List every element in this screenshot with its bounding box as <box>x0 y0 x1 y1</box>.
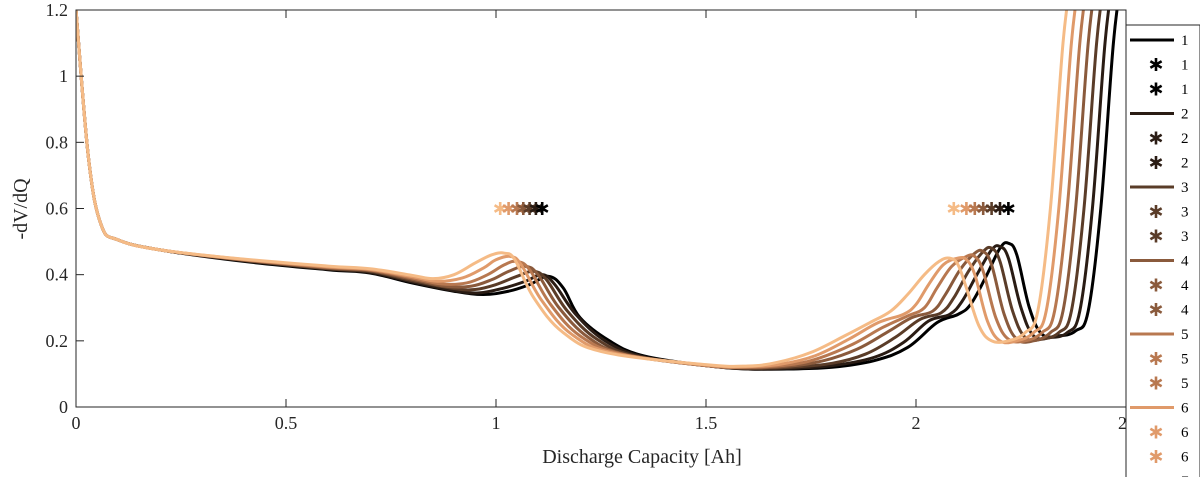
legend-entry: 4 <box>1149 278 1189 294</box>
marker-layer <box>493 202 1015 215</box>
legend-label: 4 <box>1181 303 1189 319</box>
legend-label: 5 <box>1181 352 1189 368</box>
legend-entry: 1 <box>1149 58 1189 74</box>
legend-marker-swatch <box>1149 58 1163 71</box>
y-tick-label: 1 <box>59 66 68 86</box>
y-tick-label: 0.8 <box>46 132 69 152</box>
y-tick-label: 0.2 <box>46 331 69 351</box>
legend-marker-swatch <box>1149 278 1163 292</box>
x-tick-label: 1.5 <box>695 413 718 433</box>
legend-entry: 6 <box>1130 401 1189 417</box>
peak1-marker-1 <box>535 202 549 215</box>
legend-marker-swatch <box>1149 303 1163 316</box>
legend-marker-swatch <box>1149 450 1163 463</box>
legend-label: 6 <box>1181 401 1189 417</box>
legend-entry: 5 <box>1149 376 1189 392</box>
legend: 1 1 1 2 2 2 3 3 3 4 4 4 5 5 5 6 6 6 7 <box>1125 24 1200 477</box>
legend-label: 2 <box>1181 156 1189 172</box>
legend-label: 6 <box>1181 450 1189 466</box>
x-tick-label: 1 <box>492 413 501 433</box>
legend-marker-swatch <box>1149 425 1163 439</box>
legend-label: 3 <box>1181 229 1189 245</box>
legend-label: 4 <box>1181 278 1189 294</box>
legend-marker-swatch <box>1149 229 1163 243</box>
legend-entry: 6 <box>1149 450 1189 466</box>
legend-label: 6 <box>1181 425 1189 441</box>
legend-entry: 1 <box>1130 33 1189 49</box>
legend-marker-swatch <box>1149 205 1163 218</box>
legend-entry: 1 <box>1149 82 1189 98</box>
series-line-7 <box>76 10 1069 368</box>
legend-label: 1 <box>1181 33 1189 49</box>
legend-marker-swatch <box>1149 131 1163 145</box>
legend-label: 5 <box>1181 327 1189 343</box>
y-axis-label: -dV/dQ <box>10 178 32 240</box>
legend-entry: 2 <box>1149 156 1189 172</box>
legend-label: 3 <box>1181 180 1189 196</box>
legend-entry: 3 <box>1149 229 1189 245</box>
legend-label: 7 <box>1181 474 1189 477</box>
legend-entry: 3 <box>1149 205 1189 221</box>
legend-entry: 2 <box>1149 131 1189 147</box>
y-tick-label: 0.4 <box>46 265 69 285</box>
legend-entry: 5 <box>1149 352 1189 368</box>
y-tick-label: 0 <box>59 397 68 417</box>
x-axis-label: Discharge Capacity [Ah] <box>542 446 742 468</box>
legend-label: 1 <box>1181 58 1189 74</box>
series-layer <box>76 10 1119 371</box>
peak2-marker-1 <box>1002 202 1015 215</box>
legend-entry: 4 <box>1149 303 1189 319</box>
x-tick-label: 0 <box>72 413 81 433</box>
legend-label: 5 <box>1181 376 1189 392</box>
legend-marker-swatch <box>1149 82 1163 96</box>
legend-label: 4 <box>1181 254 1189 270</box>
legend-entry: 5 <box>1130 327 1189 343</box>
legend-marker-swatch <box>1149 376 1163 390</box>
legend-entry: 2 <box>1130 107 1189 123</box>
legend-label: 3 <box>1181 205 1189 221</box>
y-tick-label: 0.6 <box>46 199 69 219</box>
y-tick-label: 1.2 <box>46 0 69 20</box>
legend-label: 2 <box>1181 131 1189 147</box>
legend-label: 1 <box>1181 82 1189 98</box>
x-tick-label: 0.5 <box>275 413 298 433</box>
legend-entry: 6 <box>1149 425 1189 441</box>
legend-entry: 7 <box>1181 474 1189 477</box>
legend-marker-swatch <box>1149 156 1163 169</box>
legend-entry: 3 <box>1130 180 1189 196</box>
legend-entry: 4 <box>1130 254 1189 270</box>
legend-label: 2 <box>1181 107 1189 123</box>
legend-box <box>1125 24 1200 477</box>
legend-marker-swatch <box>1149 352 1163 365</box>
peak2-marker-7 <box>947 202 961 215</box>
tick-layer: 0 0.5 1 1.5 2 2.00.20.40.60.811.2 <box>46 0 1132 433</box>
x-tick-label: 2 <box>912 413 921 433</box>
